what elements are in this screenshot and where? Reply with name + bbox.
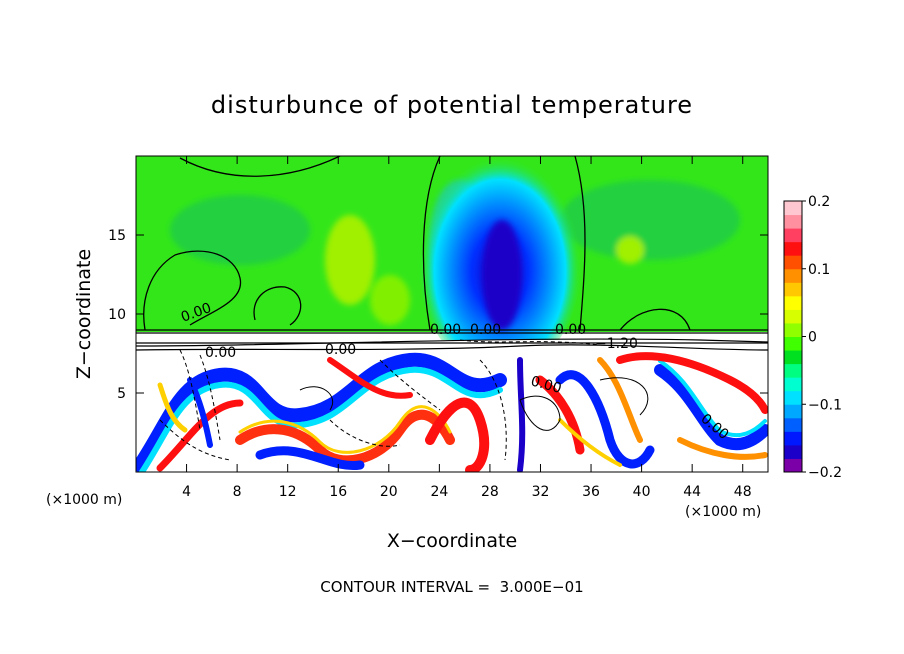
- contour-label: 0.00: [205, 345, 236, 361]
- colorbar-swatch: [784, 214, 802, 229]
- colorbar-swatch: [784, 336, 802, 351]
- colorbar-swatch: [784, 417, 802, 432]
- lower-layer-bands: [136, 352, 768, 472]
- y-tick-label: 5: [117, 386, 126, 402]
- colorbar-swatch: [784, 363, 802, 378]
- contour-label: 0.00: [529, 373, 563, 397]
- colorbar-tick-label: −0.2: [808, 465, 842, 481]
- contour-label: −1.20: [595, 336, 638, 352]
- x-tick-label: 24: [430, 484, 448, 500]
- x-tick-label: 48: [734, 484, 752, 500]
- x-tick-label: 20: [380, 484, 398, 500]
- contour-lines: [143, 156, 691, 431]
- contour-lines-dashed: [159, 339, 601, 461]
- colorbar-swatch: [784, 228, 802, 243]
- colorbar-swatch: [784, 295, 802, 310]
- colorbar-swatch: [784, 458, 802, 473]
- x-axis-ticks: 4 8 12 16 20 24 28 32 36 40 44 48: [182, 156, 752, 500]
- colorbar-swatch: [784, 404, 802, 419]
- x-tick-label: 4: [182, 484, 191, 500]
- contour-labels: 0.000.00 0.00 0.000.00 −1.200.000.000.00: [179, 300, 732, 443]
- colorbar-swatch: [784, 255, 802, 270]
- x-tick-label: 36: [582, 484, 600, 500]
- x-unit-left: (×1000 m): [46, 492, 122, 508]
- colorbar-tick-label: 0.2: [808, 194, 830, 210]
- colorbar-swatch: [784, 322, 802, 337]
- y-axis-ticks: 5 10 15: [108, 228, 768, 402]
- x-tick-label: 8: [233, 484, 242, 500]
- y-tick-label: 15: [108, 228, 126, 244]
- plot-area: [136, 156, 768, 472]
- interface-lines: [136, 329, 768, 351]
- contour-label: 0.00: [325, 342, 356, 358]
- colorbar: [784, 201, 802, 473]
- x-tick-label: 12: [279, 484, 297, 500]
- x-tick-label: 16: [329, 484, 347, 500]
- x-tick-label: 32: [532, 484, 550, 500]
- colorbar-swatch: [784, 444, 802, 459]
- colorbar-tick-label: 0: [808, 330, 817, 346]
- x-tick-label: 40: [633, 484, 651, 500]
- cold-plume-core: [482, 220, 522, 330]
- chart-title: disturbunce of potential temperature: [211, 91, 693, 119]
- contour-label: 0.00: [430, 322, 461, 338]
- colorbar-swatch: [784, 431, 802, 446]
- y-axis-label: Z−coordinate: [73, 249, 95, 379]
- colorbar-swatch: [784, 390, 802, 405]
- colorbar-tick-label: 0.1: [808, 262, 830, 278]
- x-unit-right: (×1000 m): [685, 504, 761, 520]
- colorbar-swatch: [784, 241, 802, 256]
- y-tick-label: 10: [108, 307, 126, 323]
- contour-label: 0.00: [555, 322, 586, 338]
- colorbar-swatch: [784, 309, 802, 324]
- colorbar-swatch: [784, 201, 802, 216]
- x-axis-label: X−coordinate: [387, 530, 517, 552]
- colorbar-ticks: 0.2 0.1 0 −0.1 −0.2: [802, 194, 842, 481]
- colorbar-swatch: [784, 377, 802, 392]
- contour-interval-note: CONTOUR INTERVAL = 3.000E−01: [320, 578, 583, 596]
- colorbar-swatch: [784, 268, 802, 283]
- x-tick-label: 44: [683, 484, 701, 500]
- colorbar-tick-label: −0.1: [808, 397, 842, 413]
- colorbar-swatch: [784, 282, 802, 297]
- contour-label: 0.00: [470, 322, 501, 338]
- x-tick-label: 28: [481, 484, 499, 500]
- colorbar-swatch: [784, 350, 802, 365]
